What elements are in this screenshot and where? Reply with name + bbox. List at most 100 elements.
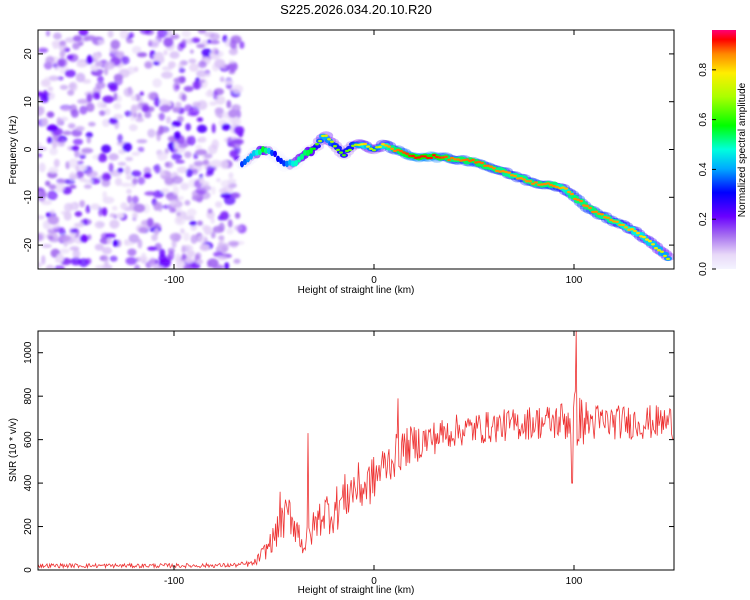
ridge-blob [468, 159, 472, 163]
noise-blob [237, 130, 244, 138]
ridge-blob [363, 142, 367, 146]
noise-blob [113, 92, 118, 101]
noise-blob [132, 195, 139, 204]
noise-blob [163, 104, 170, 110]
noise-blob [210, 217, 215, 224]
noise-blob [90, 65, 99, 72]
noise-blob [59, 248, 70, 254]
ridge-blob [546, 182, 550, 185]
noise-blob [186, 168, 193, 178]
ridge-blob [462, 158, 466, 162]
noise-blob [209, 32, 220, 41]
ridge-blob [315, 143, 319, 146]
noise-blob [102, 207, 108, 217]
noise-blob [154, 227, 160, 236]
noise-blob [108, 162, 114, 173]
noise-blob [227, 240, 240, 247]
noise-blob [219, 211, 230, 221]
noise-blob [186, 136, 193, 144]
noise-blob [198, 136, 207, 143]
noise-blob [78, 30, 89, 37]
noise-speckle [38, 30, 247, 269]
ridge-blob [333, 145, 337, 148]
noise-blob [70, 257, 82, 266]
noise-blob [211, 186, 216, 195]
noise-blob [125, 156, 134, 162]
noise-blob [196, 259, 203, 265]
noise-blob [120, 182, 132, 187]
noise-blob [72, 35, 83, 42]
noise-blob [170, 200, 177, 206]
noise-blob [41, 244, 52, 248]
ridge-blob [588, 206, 592, 210]
noise-blob [201, 48, 212, 57]
noise-blob [133, 104, 143, 111]
noise-blob [175, 101, 182, 109]
noise-blob [104, 257, 109, 267]
ridge-blob [636, 231, 640, 235]
noise-blob [166, 116, 171, 124]
noise-blob [53, 32, 62, 40]
ridge-blob [447, 158, 451, 162]
noise-blob [47, 190, 58, 201]
ridge-blob [246, 156, 250, 163]
noise-blob [121, 56, 130, 65]
ridge-blob [645, 238, 649, 241]
noise-blob [117, 167, 124, 173]
noise-blob [219, 76, 225, 83]
noise-blob [186, 250, 196, 258]
noise-blob [45, 30, 51, 37]
noise-blob [158, 112, 165, 121]
noise-blob [209, 101, 218, 106]
ridge-blob [639, 235, 643, 238]
noise-blob [104, 108, 111, 116]
ridge-blob [537, 183, 541, 186]
ridge-blob [567, 190, 571, 194]
noise-blob [38, 47, 49, 53]
noise-blob [48, 167, 59, 174]
noise-blob [115, 50, 125, 59]
noise-blob [233, 225, 242, 231]
spectrogram-xtick-label: 0 [371, 275, 377, 286]
noise-blob [129, 124, 138, 132]
ridge-blob [441, 156, 445, 159]
noise-blob [82, 79, 92, 84]
noise-blob [199, 243, 210, 252]
noise-blob [85, 258, 92, 265]
ridge-blob [450, 156, 454, 160]
noise-blob [173, 82, 180, 92]
noise-blob [74, 148, 80, 158]
ridge-blob [654, 247, 658, 250]
noise-blob [210, 231, 216, 239]
noise-blob [95, 81, 106, 89]
ridge-blob [564, 187, 568, 190]
noise-blob [224, 262, 230, 269]
noise-blob [195, 144, 203, 150]
snr-plot-area [38, 331, 674, 570]
ridge-blob [456, 158, 460, 161]
snr-frame [37, 330, 675, 571]
noise-blob [191, 168, 199, 175]
noise-blob [79, 200, 85, 208]
noise-blob [185, 123, 192, 131]
noise-blob [196, 124, 208, 133]
noise-blob [99, 110, 106, 116]
noise-blob [186, 208, 197, 217]
noise-blob [169, 51, 180, 59]
colorbar-tick-label: 0.0 [698, 262, 709, 276]
noise-blob [79, 165, 87, 171]
ridge-blob [594, 210, 598, 213]
noise-blob [109, 84, 118, 92]
ridge-blob [249, 153, 253, 160]
noise-blob [158, 125, 164, 135]
noise-blob [87, 234, 92, 241]
noise-blob [89, 177, 101, 185]
ridge-blob [585, 204, 589, 208]
noise-blob [181, 30, 191, 38]
noise-blob [40, 93, 50, 103]
ridge-blob [348, 148, 352, 152]
noise-blob [177, 196, 184, 201]
noise-blob [38, 162, 46, 173]
